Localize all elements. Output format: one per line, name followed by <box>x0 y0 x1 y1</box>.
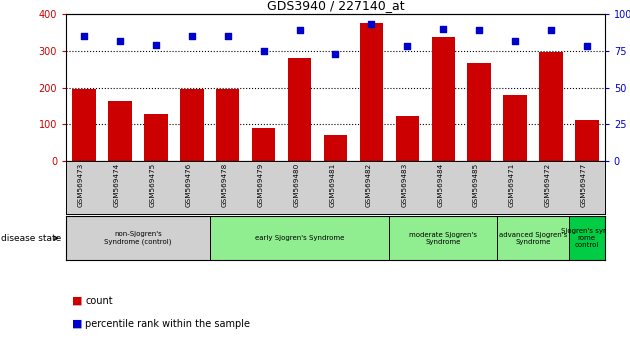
Bar <box>539 52 563 161</box>
Text: GSM569477: GSM569477 <box>581 163 587 207</box>
Text: advanced Sjogren's
Syndrome: advanced Sjogren's Syndrome <box>499 232 567 245</box>
Text: GSM569474: GSM569474 <box>114 163 120 207</box>
Text: ■: ■ <box>72 319 83 329</box>
Text: GSM569472: GSM569472 <box>545 163 551 207</box>
Point <box>474 28 484 33</box>
Text: GSM569485: GSM569485 <box>473 163 479 207</box>
Text: ■: ■ <box>72 296 83 306</box>
Bar <box>252 128 275 161</box>
Point <box>258 48 268 54</box>
Text: non-Sjogren's
Syndrome (control): non-Sjogren's Syndrome (control) <box>104 231 172 245</box>
Point <box>402 44 412 49</box>
Point <box>79 33 89 39</box>
Bar <box>144 114 168 161</box>
Text: GSM569480: GSM569480 <box>294 163 299 207</box>
Bar <box>108 101 132 161</box>
Text: count: count <box>85 296 113 306</box>
Text: GSM569473: GSM569473 <box>78 163 84 207</box>
Title: GDS3940 / 227140_at: GDS3940 / 227140_at <box>266 0 404 12</box>
Bar <box>360 23 383 161</box>
Text: GSM569481: GSM569481 <box>329 163 335 207</box>
Text: percentile rank within the sample: percentile rank within the sample <box>85 319 250 329</box>
Point <box>223 33 233 39</box>
Bar <box>467 63 491 161</box>
Point <box>115 38 125 44</box>
Bar <box>66 216 210 260</box>
Point <box>581 44 592 49</box>
Bar <box>288 58 311 161</box>
Point <box>510 38 520 44</box>
Text: GSM569479: GSM569479 <box>258 163 263 207</box>
Point <box>294 28 304 33</box>
Text: Sjogren's synd
rome
control: Sjogren's synd rome control <box>561 228 612 248</box>
Text: GSM569475: GSM569475 <box>150 163 156 207</box>
Text: early Sjogren's Syndrome: early Sjogren's Syndrome <box>255 235 344 241</box>
Point <box>438 26 448 32</box>
Bar <box>389 216 497 260</box>
Text: GSM569471: GSM569471 <box>509 163 515 207</box>
Bar <box>497 216 569 260</box>
Bar <box>575 120 598 161</box>
Point <box>151 42 161 48</box>
Point <box>186 33 197 39</box>
Text: GSM569476: GSM569476 <box>186 163 192 207</box>
Bar <box>503 95 527 161</box>
Text: disease state: disease state <box>1 234 62 242</box>
Bar <box>72 90 96 161</box>
Bar <box>569 216 605 260</box>
Bar <box>210 216 389 260</box>
Point <box>546 28 556 33</box>
Point <box>367 22 377 27</box>
Bar <box>432 37 455 161</box>
Bar <box>180 89 203 161</box>
Text: GSM569478: GSM569478 <box>222 163 228 207</box>
Bar <box>216 89 239 161</box>
Bar <box>324 135 347 161</box>
Text: moderate Sjogren's
Syndrome: moderate Sjogren's Syndrome <box>410 232 477 245</box>
Text: GSM569483: GSM569483 <box>401 163 407 207</box>
Bar <box>396 116 419 161</box>
Text: GSM569484: GSM569484 <box>437 163 443 207</box>
Text: GSM569482: GSM569482 <box>365 163 372 207</box>
Point <box>330 51 340 57</box>
